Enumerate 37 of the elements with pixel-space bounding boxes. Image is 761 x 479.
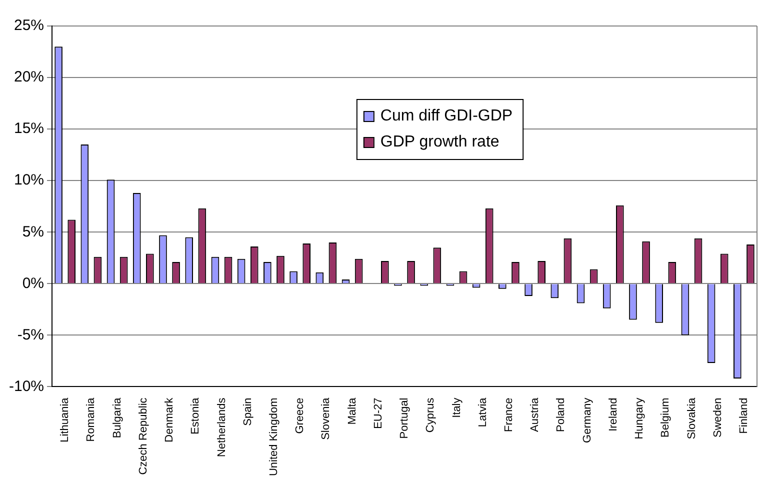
legend-label: Cum diff GDI-GDP [380, 107, 513, 124]
x-tick-label: Denmark [164, 397, 176, 442]
x-tick-label: Latvia [476, 396, 489, 428]
x-tick-label: United Kingdom [268, 398, 280, 476]
x-tick-label: Spain [242, 398, 254, 426]
x-tick-label: Sweden [712, 398, 724, 438]
x-tick-label: Poland [555, 398, 568, 432]
x-tick-label: Czech Republic [137, 397, 150, 475]
y-tick-label: 25% [14, 17, 44, 34]
y-tick-label: 0% [22, 274, 44, 292]
y-tick-label: 5% [22, 223, 44, 240]
y-tick-label: 20% [14, 68, 44, 86]
x-tick-label: Italy [450, 397, 463, 418]
x-tick-label: Lithuania [59, 396, 72, 442]
x-tick-label: Portugal [398, 398, 411, 439]
legend-label: GDP growth rate [380, 133, 500, 150]
x-tick-label: Hungary [634, 397, 646, 440]
x-tick-label: Greece [294, 398, 306, 434]
x-tick-label: Finland [738, 398, 750, 434]
x-tick-label: EU-27 [372, 398, 384, 429]
x-tick-label: Estonia [190, 396, 202, 434]
x-tick-label: Netherlands [216, 397, 228, 458]
y-tick-label: -5% [17, 326, 44, 344]
x-tick-label: Germany [581, 397, 594, 443]
x-tick-label: Belgium [660, 398, 672, 438]
x-tick-label: Cyprus [424, 397, 437, 433]
x-tick-label: Austria [529, 396, 542, 432]
y-tick-label: 15% [14, 120, 44, 138]
x-tick-label: Slovenia [320, 396, 332, 440]
y-tick-label: 10% [14, 172, 44, 189]
x-tick-label: Romania [85, 396, 98, 442]
x-tick-label: Ireland [607, 398, 620, 432]
x-tick-label: Malta [346, 396, 358, 425]
x-tick-label: France [502, 398, 515, 432]
x-tick-label: Slovakia [686, 396, 698, 440]
x-tick-label: Bulgaria [111, 396, 124, 438]
y-tick-label: -10% [8, 378, 44, 395]
